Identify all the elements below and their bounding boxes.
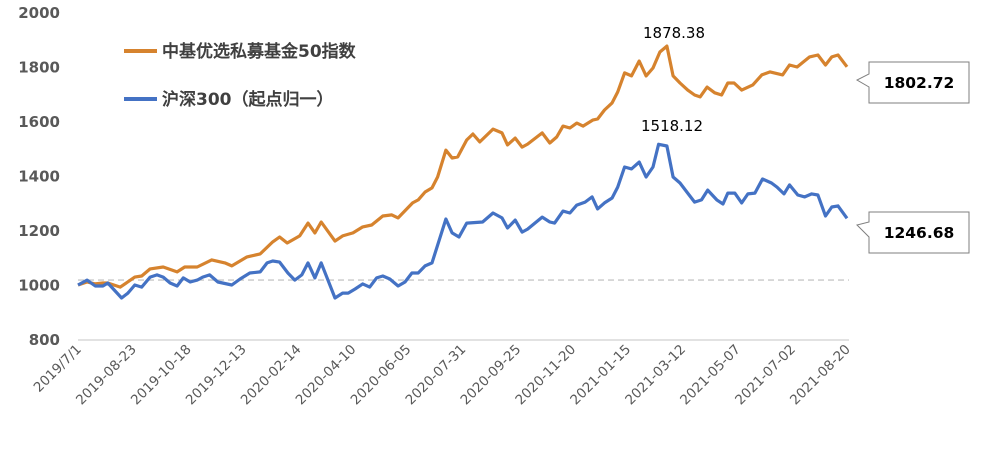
end-value-fund-index: 1802.72 — [884, 74, 955, 92]
y-tick-label: 1200 — [18, 222, 60, 240]
series-line-csi300 — [77, 142, 849, 300]
callout-csi300: 1246.68 — [856, 211, 970, 254]
y-tick-label: 1600 — [18, 113, 60, 131]
series-line-fund-index — [77, 44, 849, 289]
end-value-csi300: 1246.68 — [884, 224, 955, 242]
peak-label-fund-index: 1878.38 — [643, 24, 705, 42]
y-tick-label: 800 — [29, 331, 60, 349]
y-tick-label: 1000 — [18, 277, 60, 295]
x-axis: 2019/7/12019-08-232019-10-182019-12-1320… — [31, 339, 854, 408]
y-tick-label: 1800 — [18, 59, 60, 77]
y-tick-label: 2000 — [18, 4, 60, 22]
legend-label-csi300: 沪深300（起点归一） — [162, 89, 334, 110]
callout-fund-index: 1802.72 — [855, 61, 970, 104]
legend: 中基优选私募基金50指数 沪深300（起点归一） — [124, 41, 357, 110]
peak-label-csi300: 1518.12 — [641, 117, 703, 135]
plot-area — [77, 44, 849, 300]
x-tick-label: 2019/7/1 — [31, 342, 85, 396]
y-axis: 2000 1800 1600 1400 1200 1000 800 — [18, 4, 60, 349]
legend-label-fund-index: 中基优选私募基金50指数 — [162, 41, 357, 62]
y-tick-label: 1400 — [18, 168, 60, 186]
